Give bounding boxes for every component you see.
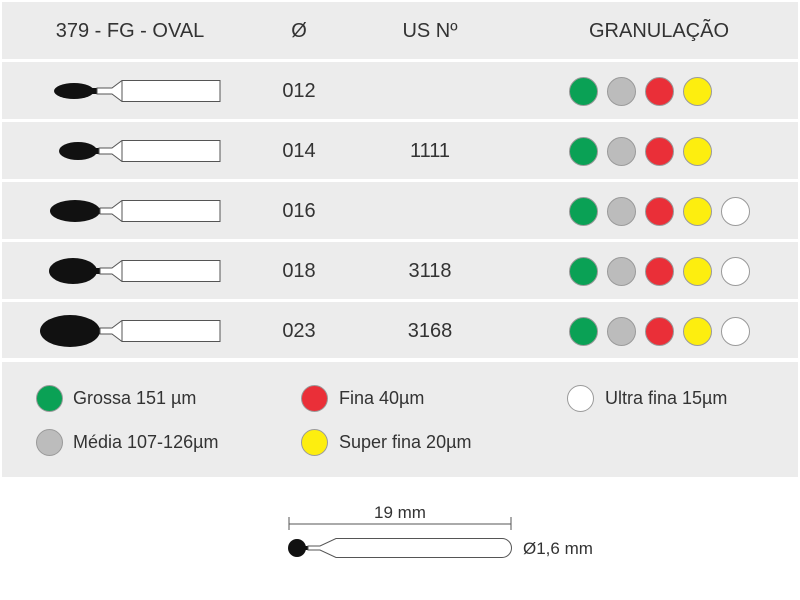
grit-dot-yellow: [683, 197, 712, 226]
legend-dot-grey: [36, 429, 63, 456]
grit-dot-white: [721, 197, 750, 226]
dimension-length: 19 mm: [374, 503, 426, 522]
legend-label: Super fina 20µm: [339, 432, 472, 452]
row-diameter: 018: [282, 260, 316, 282]
header-us-number: US Nº: [402, 20, 458, 42]
row-us-number: 3168: [407, 320, 453, 342]
legend-dot-green: [36, 385, 63, 412]
bur-drawing-018: [49, 258, 221, 284]
legend-label: Grossa 151 µm: [73, 388, 197, 408]
grit-dot-green: [569, 257, 598, 286]
row-diameter: 023: [282, 320, 316, 342]
bur-drawing-023: [40, 315, 221, 347]
grit-dot-yellow: [683, 77, 712, 106]
grit-dot-grey: [607, 317, 636, 346]
grit-dot-grey: [607, 77, 636, 106]
grit-dot-yellow: [683, 317, 712, 346]
legend-label: Ultra fina 15µm: [605, 388, 728, 408]
grit-dot-green: [569, 197, 598, 226]
bur-drawing-014: [59, 140, 221, 162]
grit-dot-red: [645, 257, 674, 286]
row-us-number: 1111: [409, 140, 451, 162]
legend-dot-red: [301, 385, 328, 412]
grit-dot-green: [569, 77, 598, 106]
grit-dot-white: [721, 257, 750, 286]
grit-dot-grey: [607, 137, 636, 166]
row-diameter: 014: [282, 140, 316, 162]
row-diameter: 016: [282, 200, 316, 222]
legend-label: Fina 40µm: [339, 388, 425, 408]
grit-dot-grey: [607, 257, 636, 286]
grit-dot-red: [645, 197, 674, 226]
bur-drawing-012: [54, 80, 221, 102]
header-grit: GRANULAÇÃO: [588, 20, 730, 42]
grit-dot-red: [645, 317, 674, 346]
legend-dot-white: [567, 385, 594, 412]
legend-label: Média 107-126µm: [73, 432, 219, 452]
legend: [2, 362, 798, 477]
grit-dot-green: [569, 137, 598, 166]
legend-dot-yellow: [301, 429, 328, 456]
grit-dot-red: [645, 137, 674, 166]
header-diameter: Ø: [291, 20, 307, 42]
grit-dot-yellow: [683, 257, 712, 286]
row-us-number: 3118: [408, 260, 452, 282]
grit-dot-white: [721, 317, 750, 346]
dimension-drawing: [288, 517, 512, 558]
grit-dot-red: [645, 77, 674, 106]
bur-drawing-016: [50, 200, 221, 222]
dimension-shank-diameter: Ø1,6 mm: [523, 539, 593, 558]
grit-dot-green: [569, 317, 598, 346]
row-diameter: 012: [282, 80, 316, 102]
grit-dot-yellow: [683, 137, 712, 166]
grit-dot-grey: [607, 197, 636, 226]
table-header: [2, 2, 798, 59]
header-model: 379 - FG - OVAL: [55, 20, 205, 42]
